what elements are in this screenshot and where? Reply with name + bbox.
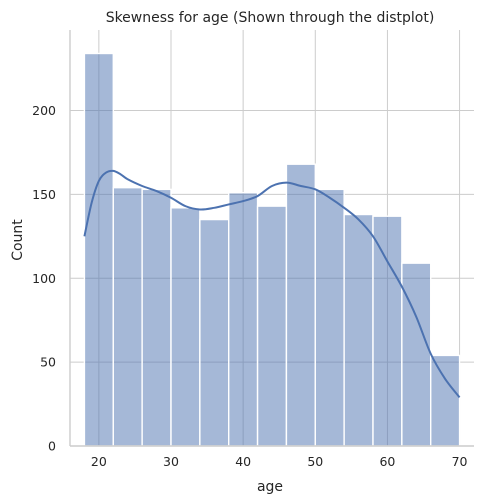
y-tick-label: 50 [40, 355, 56, 370]
histogram-bar [401, 262, 432, 447]
x-tick-label: 60 [379, 454, 395, 469]
histogram-bar [83, 52, 114, 447]
x-tick-label: 40 [235, 454, 251, 469]
x-tick-label: 20 [91, 454, 107, 469]
kde-curve-layer [83, 169, 461, 398]
x-tick-label: 70 [452, 454, 468, 469]
y-tick-label: 200 [32, 103, 56, 118]
y-tick-label: 100 [32, 271, 56, 286]
histogram-bar [430, 354, 461, 447]
histogram-bar [170, 207, 201, 447]
x-tick-labels: 20 30 40 50 60 70 [91, 454, 468, 469]
histogram-bar [112, 186, 143, 447]
y-tick-label: 0 [48, 439, 56, 454]
histogram-bar [285, 163, 316, 447]
histogram-bar [372, 215, 403, 447]
x-axis-label: age [257, 479, 283, 495]
y-axis-label: Count [10, 219, 26, 261]
x-tick-label: 30 [163, 454, 179, 469]
histogram-bar [199, 218, 230, 447]
y-tick-labels: 0 50 100 150 200 [32, 103, 56, 453]
histogram-bar [314, 188, 345, 447]
kde-curve [83, 169, 461, 398]
histogram-bar [141, 188, 172, 447]
histogram-bar [228, 192, 259, 447]
y-tick-label: 150 [32, 187, 56, 202]
axes-spines [69, 30, 474, 447]
histogram-bar [256, 205, 288, 447]
histogram-bar [343, 213, 374, 447]
histogram-bars [83, 52, 461, 447]
x-tick-label: 50 [307, 454, 323, 469]
chart-title: Skewness for age (Shown through the dist… [106, 10, 435, 26]
